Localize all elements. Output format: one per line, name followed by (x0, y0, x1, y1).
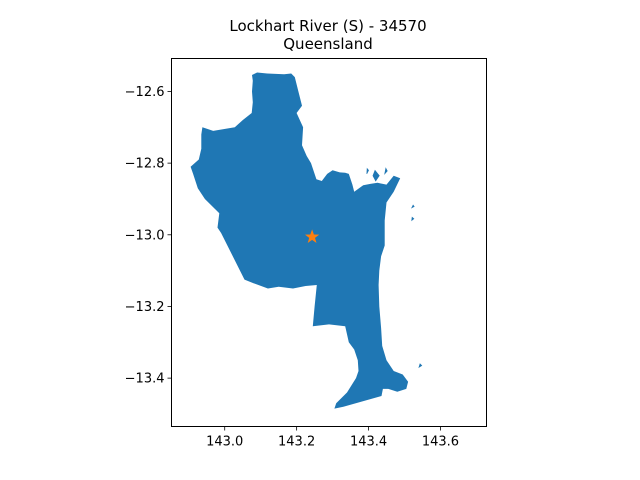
y-tick-label: −12.8 (125, 157, 165, 172)
centroid-star-marker (305, 229, 320, 243)
x-tick-label: 143.0 (206, 435, 243, 450)
island-polygon (384, 167, 388, 175)
axes-frame (171, 58, 487, 427)
island-polygon (366, 167, 369, 175)
island-polygon (410, 204, 415, 209)
y-tick-label: −12.6 (125, 85, 165, 100)
y-axis: −12.6 −12.8 −13.0 −13.2 −13.4 (125, 85, 172, 387)
island-polygon (418, 363, 423, 369)
chart-title: Lockhart River (S) - 34570 (229, 17, 426, 35)
x-tick-label: 143.2 (278, 435, 315, 450)
x-tick-label: 143.4 (350, 435, 387, 450)
x-axis: 143.0 143.2 143.4 143.6 (206, 426, 459, 450)
x-tick-label: 143.6 (422, 435, 459, 450)
region-layer (190, 72, 423, 409)
y-tick-label: −13.2 (125, 300, 165, 315)
y-tick-label: −13.0 (125, 228, 165, 243)
lga-boundary-polygon (190, 72, 409, 409)
chart-subtitle: Queensland (283, 35, 372, 53)
island-polygon (372, 169, 380, 182)
marker-layer (305, 229, 320, 243)
island-polygon (411, 216, 415, 222)
y-tick-label: −13.4 (125, 372, 165, 387)
